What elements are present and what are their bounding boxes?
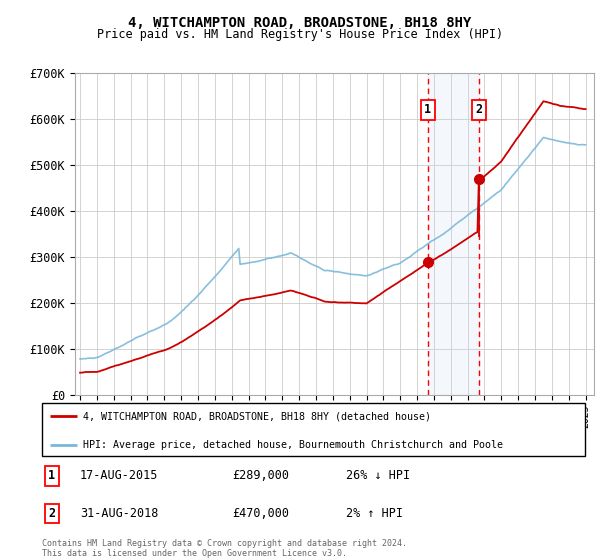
Text: Contains HM Land Registry data © Crown copyright and database right 2024.
This d: Contains HM Land Registry data © Crown c… — [42, 539, 407, 558]
Text: 1: 1 — [424, 104, 431, 116]
Text: 17-AUG-2015: 17-AUG-2015 — [80, 469, 158, 482]
Text: 4, WITCHAMPTON ROAD, BROADSTONE, BH18 8HY (detached house): 4, WITCHAMPTON ROAD, BROADSTONE, BH18 8H… — [83, 412, 431, 422]
Text: 2: 2 — [475, 104, 482, 116]
Text: 2: 2 — [48, 507, 55, 520]
FancyBboxPatch shape — [42, 403, 585, 456]
Bar — [428, 73, 479, 395]
Text: £289,000: £289,000 — [232, 469, 289, 482]
Text: Price paid vs. HM Land Registry's House Price Index (HPI): Price paid vs. HM Land Registry's House … — [97, 28, 503, 41]
Text: 2% ↑ HPI: 2% ↑ HPI — [346, 507, 403, 520]
Text: 4, WITCHAMPTON ROAD, BROADSTONE, BH18 8HY: 4, WITCHAMPTON ROAD, BROADSTONE, BH18 8H… — [128, 16, 472, 30]
Text: 1: 1 — [48, 469, 55, 482]
Text: £470,000: £470,000 — [232, 507, 289, 520]
Text: HPI: Average price, detached house, Bournemouth Christchurch and Poole: HPI: Average price, detached house, Bour… — [83, 440, 503, 450]
Text: 26% ↓ HPI: 26% ↓ HPI — [346, 469, 410, 482]
Text: 31-AUG-2018: 31-AUG-2018 — [80, 507, 158, 520]
